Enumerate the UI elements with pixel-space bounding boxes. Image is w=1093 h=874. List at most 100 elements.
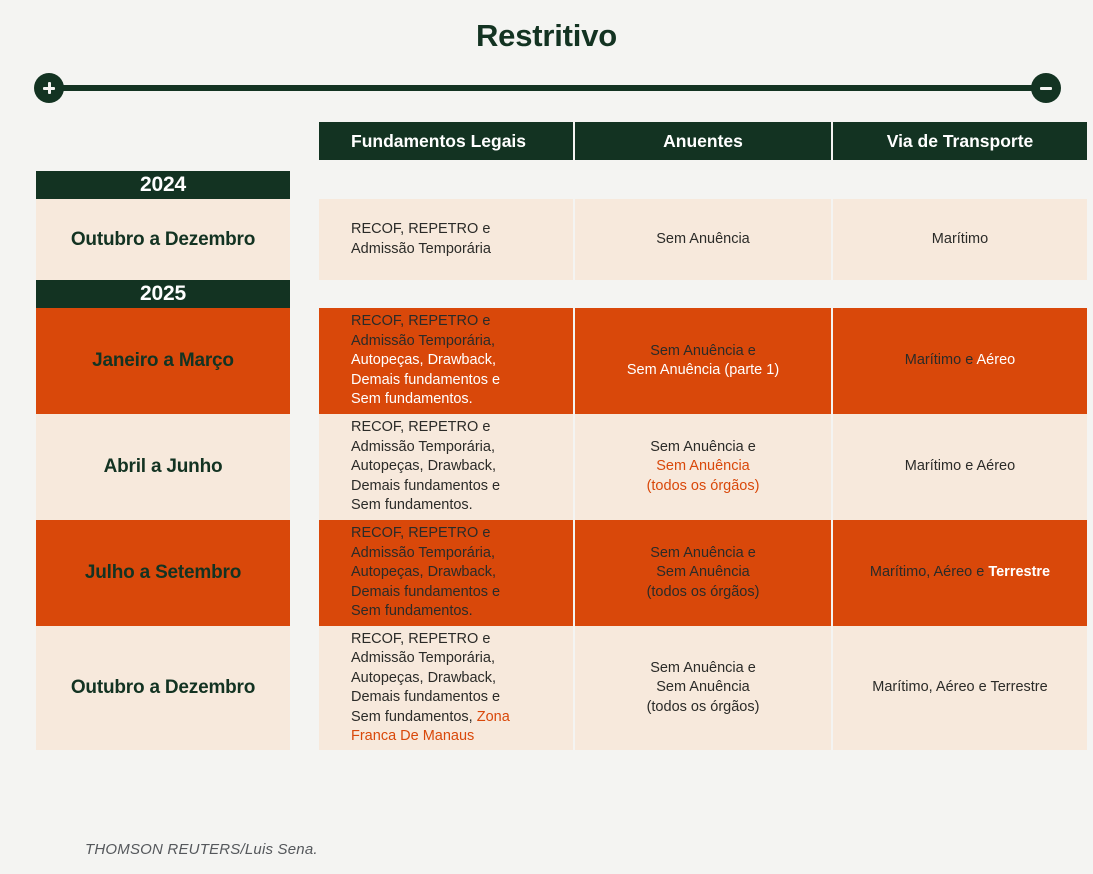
cell-text-run: Marítimo (931, 230, 989, 247)
cell-text-line: (todos os órgãos) (647, 698, 760, 718)
cell-text-line: Sem Anuência (647, 678, 760, 698)
cell-text-run: Sem fundamentos, (351, 708, 477, 725)
cell-text-line: Demais fundamentos e (351, 688, 510, 708)
column-header-label: Fundamentos Legais (351, 130, 527, 151)
cell-text-line: Admissão Temporária, (351, 332, 500, 352)
cell-text-run: Admissão Temporária (351, 240, 491, 257)
cell-text-run: Autopeças, Drawback, (351, 352, 497, 369)
zoom-slider[interactable] (34, 64, 1061, 112)
period-label-text: Outubro a Dezembro (70, 228, 256, 250)
cell-text-line: Demais fundamentos e (351, 583, 500, 603)
cell-text-run: Demais fundamentos e (351, 689, 501, 705)
year-label-2024: 2024 (36, 171, 290, 199)
comparison-table: Fundamentos Legais Anuentes Via de Transpo… (0, 122, 1093, 750)
cell-anuentes: Sem Anuência e Sem Anuência (todos os órgã… (575, 626, 831, 750)
cell-text-line: Sem Anuência e (647, 544, 760, 564)
cell-text-line: (todos os órgãos) (647, 583, 760, 603)
cell-text-run: Sem Anuência (656, 458, 750, 475)
cell-text-line: Sem fundamentos, Zona (351, 708, 510, 728)
cell-text-line: Admissão Temporária, (351, 544, 500, 564)
cell-content: Sem Anuência e Sem Anuência (todos os órgã… (647, 659, 760, 718)
grid-spacer (36, 122, 290, 160)
slider-track[interactable] (52, 85, 1043, 91)
cell-text-run: RECOF, REPETRO e (351, 525, 491, 542)
cell-text-run: Zona (476, 708, 510, 725)
cell-text-line: Sem Anuência e (627, 342, 779, 362)
column-header-label: Anuentes (663, 130, 743, 151)
cell-text-line: Autopeças, Drawback, (351, 351, 500, 371)
cell-text-line: Marítimo e Aéreo (905, 457, 1015, 477)
column-header-label: Via de Transporte (886, 130, 1034, 151)
cell-text-line: Admissão Temporária (351, 240, 491, 260)
cell-content: Marítimo e Aéreo (905, 457, 1015, 477)
period-label: Outubro a Dezembro (36, 199, 290, 280)
cell-text-run: Sem fundamentos. (351, 603, 473, 620)
cell-fundamentos-legais: RECOF, REPETRO e Admissão Temporária, Auto… (319, 626, 573, 750)
cell-via-de-transporte: Marítimo e Aéreo (833, 308, 1087, 414)
cell-content: Marítimo, Aéreo e Terrestre (872, 678, 1047, 698)
cell-text-run: Demais fundamentos e (351, 371, 501, 388)
cell-text-line: Marítimo, Aéreo e Terrestre (870, 563, 1050, 583)
cell-text-line: Demais fundamentos e (351, 371, 500, 391)
cell-text-line: Sem Anuência (parte 1) (627, 361, 779, 381)
cell-text-run: Sem Anuência e (650, 438, 756, 455)
cell-anuentes: Sem Anuência (575, 199, 831, 280)
grid-spacer (318, 280, 574, 308)
cell-text-line: RECOF, REPETRO e (351, 630, 510, 650)
cell-text-run: Admissão Temporária, (351, 544, 495, 561)
grid-spacer (832, 160, 1088, 171)
cell-text-line: Marítimo (932, 230, 988, 250)
page-title: Restritivo (476, 18, 617, 53)
cell-content: Sem Anuência (656, 230, 750, 250)
cell-text-run: Admissão Temporária, (351, 438, 495, 455)
cell-text-line: Sem Anuência e (647, 659, 760, 679)
cell-text-run: (todos os órgãos) (646, 583, 760, 600)
period-label: Janeiro a Março (36, 308, 290, 414)
period-label: Outubro a Dezembro (36, 626, 290, 750)
cell-via-de-transporte: Marítimo, Aéreo e Terrestre (833, 520, 1087, 626)
cell-via-de-transporte: Marítimo, Aéreo e Terrestre (833, 626, 1087, 750)
cell-text-run: Aéreo (976, 352, 1016, 369)
cell-text-run: Terrestre (988, 564, 1051, 581)
cell-anuentes: Sem Anuência e Sem Anuência (todos os órgã… (575, 414, 831, 520)
grid-spacer (832, 171, 1088, 199)
cell-text-line: Sem Anuência e (647, 438, 760, 458)
zoom-out-handle[interactable] (1031, 73, 1061, 103)
period-label-text: Janeiro a Março (92, 350, 234, 371)
cell-text-line: Sem Anuência (647, 563, 760, 583)
grid-spacer (574, 160, 832, 171)
cell-text-run: Marítimo, Aéreo e (869, 564, 989, 581)
cell-text-run: Sem fundamentos. (351, 497, 473, 514)
cell-text-line: RECOF, REPETRO e (351, 418, 500, 438)
cell-text-run: Marítimo e Aéreo (904, 458, 1016, 475)
grid-spacer (290, 414, 318, 520)
cell-content: Sem Anuência e Sem Anuência (todos os órgã… (647, 544, 760, 603)
cell-fundamentos-legais: RECOF, REPETRO e Admissão Temporária, Auto… (319, 308, 573, 414)
cell-content: RECOF, REPETRO e Admissão Temporária, Auto… (351, 418, 500, 516)
cell-text-run: RECOF, REPETRO e (351, 313, 491, 330)
cell-text-line: Sem Anuência (656, 230, 750, 250)
grid-spacer (290, 520, 318, 626)
cell-text-line: Marítimo, Aéreo e Terrestre (872, 678, 1047, 698)
plus-icon (42, 81, 56, 95)
cell-text-line: RECOF, REPETRO e (351, 524, 500, 544)
cell-text-run: Demais fundamentos e (351, 583, 501, 600)
cell-content: RECOF, REPETRO e Admissão Temporária, Auto… (351, 312, 500, 410)
table-grid: Fundamentos Legais Anuentes Via de Transpo… (36, 122, 1087, 750)
cell-text-line: Admissão Temporária, (351, 649, 510, 669)
credit-line: THOMSON REUTERS/Luis Sena. (85, 841, 318, 858)
period-label-text: Abril a Junho (103, 456, 223, 477)
grid-spacer (290, 626, 318, 750)
grid-spacer (290, 171, 318, 199)
grid-spacer (318, 171, 574, 199)
cell-text-run: Sem fundamentos. (351, 391, 473, 408)
cell-anuentes: Sem Anuência e Sem Anuência (parte 1) (575, 308, 831, 414)
grid-spacer (290, 199, 318, 280)
grid-spacer (574, 171, 832, 199)
column-header-1: Fundamentos Legais (319, 122, 573, 160)
cell-text-run: Autopeças, Drawback, (351, 564, 497, 581)
infographic-root: Restritivo Fundamentos Legais Anuentes Via… (0, 18, 1093, 858)
zoom-in-handle[interactable] (34, 73, 64, 103)
period-label-text: Julho a Setembro (84, 562, 242, 583)
column-header-3: Via de Transporte (833, 122, 1087, 160)
